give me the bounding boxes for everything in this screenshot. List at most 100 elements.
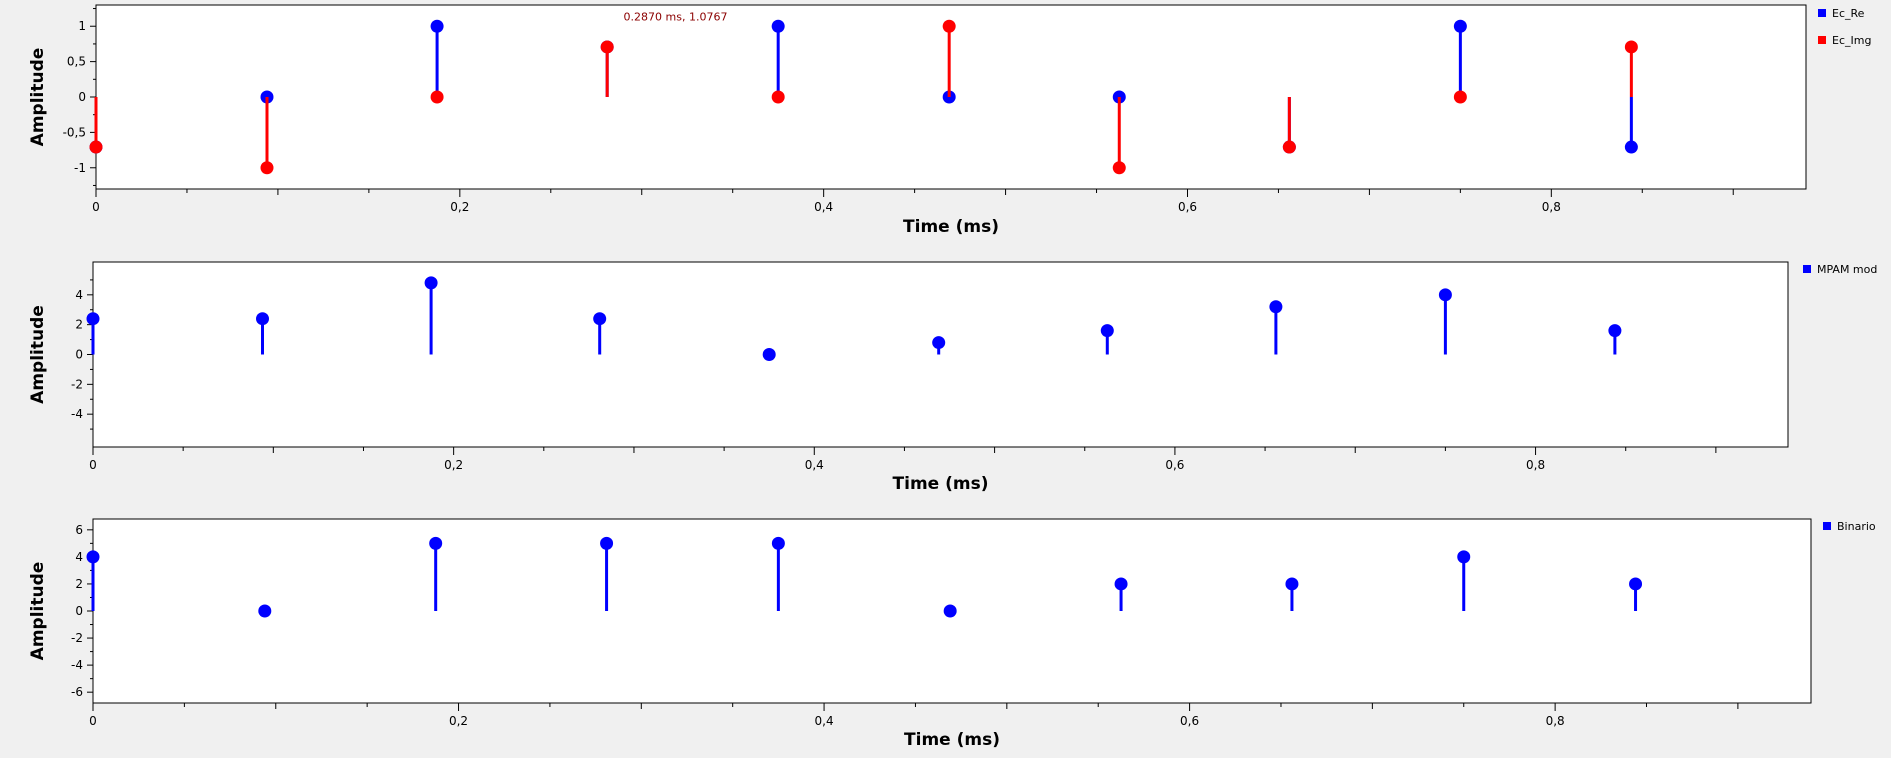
y-tick-label: -6 — [71, 685, 83, 699]
x-tick-label: 0,4 — [815, 714, 834, 728]
legend-entry: MPAM mod — [1803, 263, 1877, 276]
x-axis-title: Time (ms) — [893, 474, 989, 494]
y-tick-label: -4 — [71, 407, 83, 421]
x-tick: 0,4 — [815, 703, 834, 728]
stem-marker — [86, 550, 100, 564]
y-tick: -0,5 — [63, 125, 96, 139]
legend-label: MPAM mod — [1817, 263, 1877, 276]
stem-marker — [86, 312, 100, 326]
x-tick-label: 0 — [92, 200, 100, 214]
x-tick-label: 0,2 — [450, 200, 469, 214]
y-tick: 0 — [78, 90, 96, 104]
stem-marker — [1112, 161, 1126, 175]
stem-marker — [942, 19, 956, 33]
x-tick: 0 — [92, 189, 100, 214]
x-tick-label: 0,4 — [814, 200, 833, 214]
stem-marker — [771, 536, 785, 550]
x-tick-label: 0,6 — [1178, 200, 1197, 214]
x-axis-title: Time (ms) — [904, 730, 1000, 750]
series-binario — [86, 536, 1643, 618]
y-tick: 4 — [75, 288, 93, 302]
chart-panel-3: 6 4 2 0 -2 -4 -6 0 0,2 0,4 0,6 0,8 Time (ms) Amplitud… — [28, 518, 1876, 750]
stem-marker — [771, 90, 785, 104]
stem-marker — [1457, 550, 1471, 564]
legend-label: Ec_Img — [1832, 34, 1871, 47]
x-tick-label: 0,2 — [449, 714, 468, 728]
stem-marker — [430, 90, 444, 104]
y-tick-label: 0 — [75, 604, 83, 618]
y-tick-label: -0,5 — [63, 125, 86, 139]
series-mpam-mod — [86, 276, 1622, 361]
y-tick-label: 1 — [78, 19, 86, 33]
y-tick: 0 — [75, 604, 93, 618]
stem-marker — [424, 276, 438, 290]
stem-marker — [932, 336, 946, 350]
stem-marker — [256, 312, 269, 326]
x-tick: 0,2 — [444, 447, 463, 472]
x-tick: 0,8 — [1546, 703, 1565, 728]
y-tick: -6 — [71, 685, 93, 699]
x-tick: 0,6 — [1178, 189, 1197, 214]
x-tick-label: 0 — [89, 458, 97, 472]
x-tick-label: 0,6 — [1180, 714, 1199, 728]
y-tick-label: 4 — [75, 288, 83, 302]
stem-marker — [89, 140, 103, 154]
stem-marker — [771, 19, 785, 33]
x-tick-label: 0,8 — [1542, 200, 1561, 214]
x-tick: 0,2 — [450, 189, 469, 214]
cursor-readout: 0.2870 ms, 1.0767 — [624, 10, 728, 23]
stem-marker — [593, 312, 607, 326]
y-tick: -4 — [71, 658, 93, 672]
y-tick: 2 — [75, 577, 93, 591]
y-axis-title: Amplitude — [28, 305, 48, 404]
stem-marker — [600, 536, 614, 550]
y-tick: -1 — [74, 161, 96, 175]
stem-marker — [1624, 40, 1638, 54]
x-tick: 0,4 — [805, 447, 824, 472]
y-tick: -2 — [71, 377, 93, 391]
y-tick-label: 2 — [75, 577, 83, 591]
stem-marker — [762, 348, 776, 361]
legend-entry: Ec_Img — [1818, 34, 1871, 47]
y-tick: 6 — [75, 523, 93, 537]
x-tick: 0,2 — [449, 703, 468, 728]
legend-entry: Ec_Re — [1818, 7, 1865, 20]
y-tick-label: 0 — [75, 348, 83, 362]
x-axis-title: Time (ms) — [903, 217, 999, 237]
y-axis-title: Amplitude — [28, 562, 48, 661]
y-axis-title: Amplitude — [28, 48, 48, 147]
y-tick: 0,5 — [67, 55, 96, 69]
x-tick: 0,6 — [1165, 447, 1184, 472]
legend-label: Ec_Re — [1832, 7, 1865, 20]
stem-marker — [1624, 140, 1638, 154]
stem-marker — [1608, 324, 1622, 338]
stem-marker — [1282, 140, 1296, 154]
y-tick: -2 — [71, 631, 93, 645]
stem-marker — [600, 40, 614, 54]
x-tick-label: 0,8 — [1546, 714, 1565, 728]
y-tick-label: 4 — [75, 550, 83, 564]
y-tick-label: -2 — [71, 377, 83, 391]
x-tick: 0,6 — [1180, 703, 1199, 728]
stem-marker — [429, 536, 443, 550]
stem-marker — [1453, 19, 1467, 33]
stem-marker — [1629, 577, 1643, 591]
legend-swatch — [1818, 36, 1826, 44]
stem-marker — [430, 19, 444, 33]
x-tick-label: 0,6 — [1165, 458, 1184, 472]
stem-marker — [943, 604, 957, 618]
legend-swatch — [1823, 522, 1831, 530]
stem-marker — [1285, 577, 1299, 591]
x-tick: 0,4 — [814, 189, 833, 214]
y-tick-label: -2 — [71, 631, 83, 645]
x-tick-label: 0,4 — [805, 458, 824, 472]
y-tick-label: 0,5 — [67, 55, 86, 69]
y-tick: 1 — [78, 19, 96, 33]
plot-area — [92, 261, 1789, 448]
legend-label: Binario — [1837, 520, 1876, 533]
x-tick: 0,8 — [1542, 189, 1561, 214]
x-tick-label: 0,2 — [444, 458, 463, 472]
stem-marker — [1269, 300, 1283, 314]
y-tick: -4 — [71, 407, 93, 421]
